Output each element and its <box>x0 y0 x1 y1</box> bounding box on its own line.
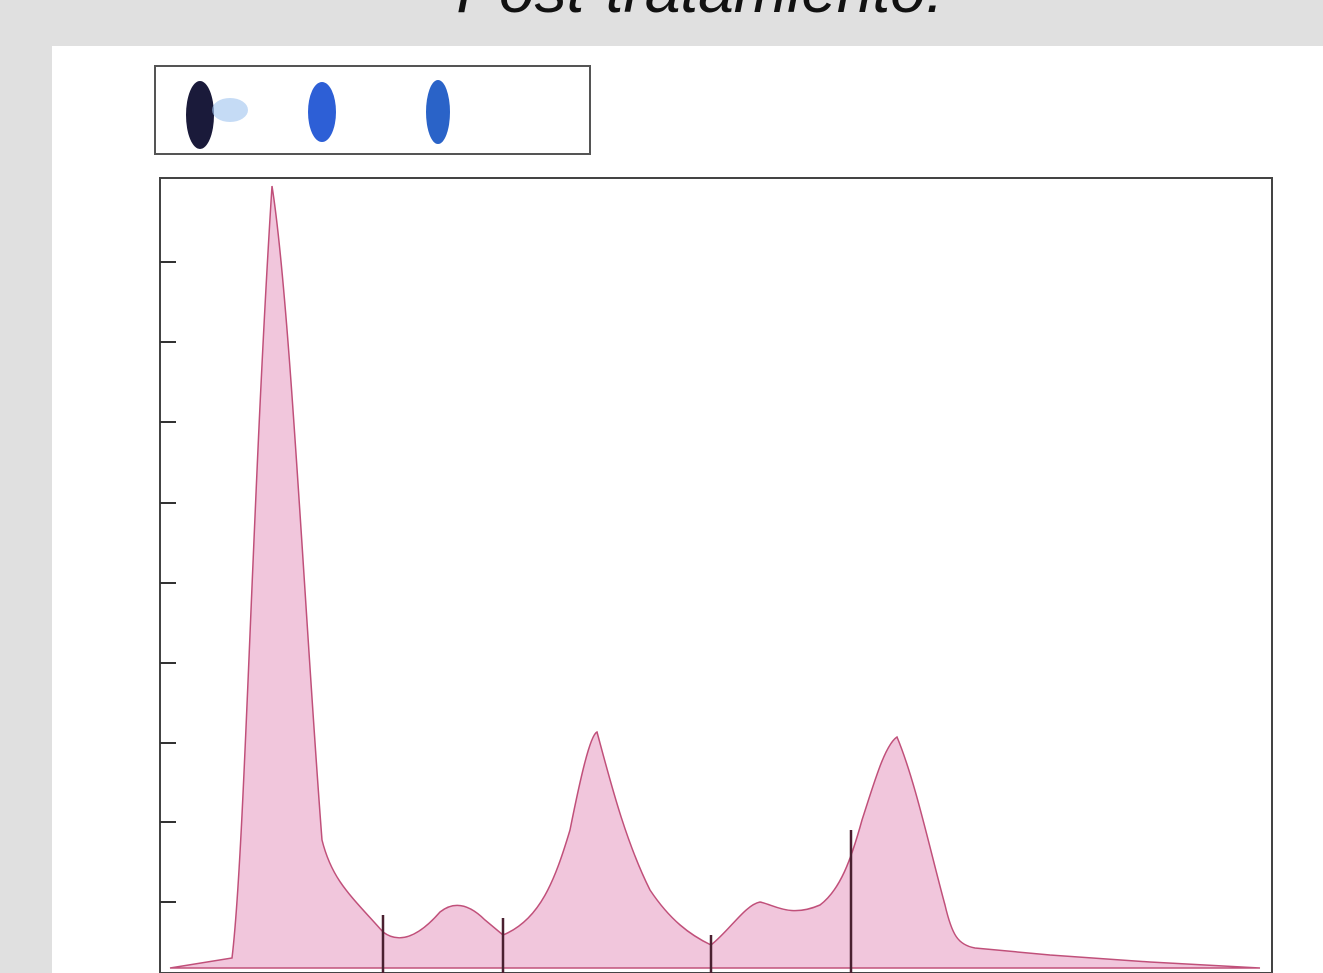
y-ticks <box>160 261 176 903</box>
gel-band <box>212 98 248 122</box>
densitogram <box>159 177 1273 973</box>
gel-band <box>308 82 336 142</box>
gel-band <box>186 81 214 149</box>
fraction-dividers <box>381 830 853 973</box>
density-curve <box>169 185 1261 969</box>
gel-strip <box>154 65 591 155</box>
plot-frame <box>159 177 1273 973</box>
slide-title: Post-tratamiento: <box>456 0 943 26</box>
gel-band <box>426 80 450 144</box>
